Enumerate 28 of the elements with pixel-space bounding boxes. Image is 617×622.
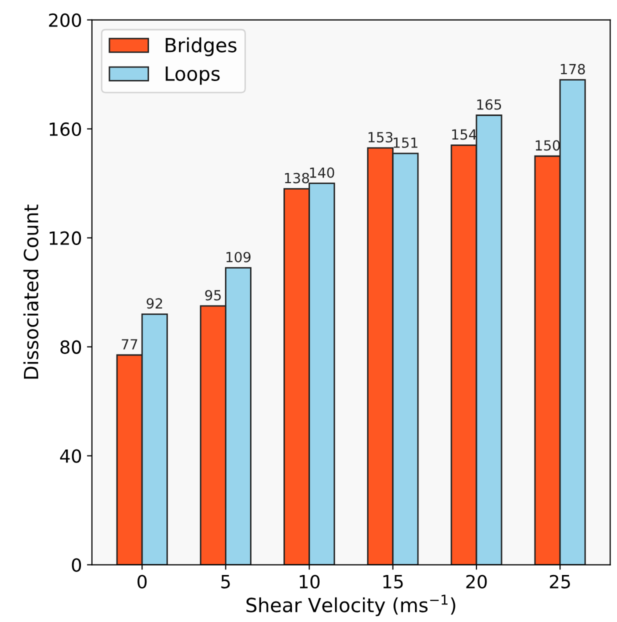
y-tick-label: 200 [49,13,82,28]
y-tick-label: 80 [60,340,82,354]
data-label: 77 [122,339,138,350]
x-tick-label: 25 [550,574,570,588]
data-label: 92 [146,298,162,309]
y-tick-label: 120 [50,231,82,245]
data-label: 138 [285,172,310,184]
legend-label: Bridges [166,37,236,56]
x-tick-label: 20 [466,574,487,588]
x-tick-label: 5 [221,575,230,588]
y-tick-label: 160 [50,122,82,136]
data-label: 178 [560,64,585,74]
y-tick-label: 0 [72,558,82,572]
data-label: 154 [452,129,476,140]
x-tick-label: 15 [383,575,403,588]
data-label: 95 [205,290,221,300]
legend-label: Loops [166,66,220,85]
data-label: 151 [394,138,418,148]
data-label: 153 [368,132,392,142]
y-axis-title: Dissociated Count [23,204,38,379]
x-axis-title: Shear Velocity (ms$^{−1}$) [246,594,456,616]
data-label: 150 [536,140,560,151]
y-tick-label: 40 [60,449,82,463]
x-tick-label: 10 [300,574,320,588]
data-label: 109 [226,252,250,262]
data-label: 165 [477,99,502,110]
data-label: 140 [310,167,334,178]
x-tick-label: 0 [138,574,147,588]
